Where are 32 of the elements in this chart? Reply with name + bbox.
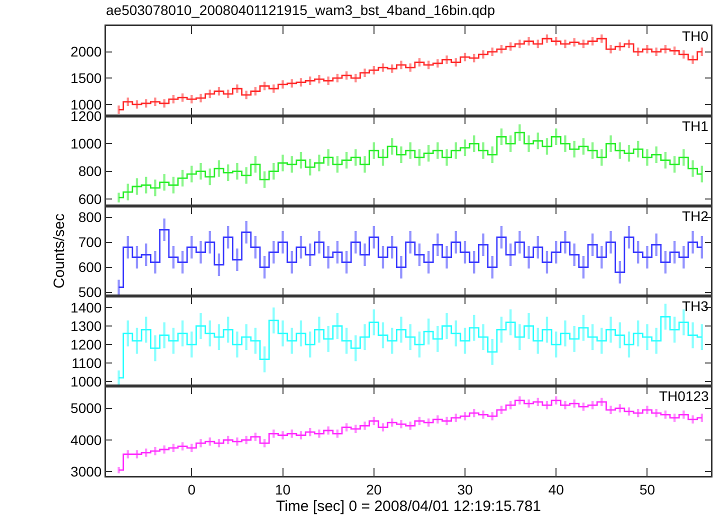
y-tick-label: 3000 bbox=[70, 464, 102, 480]
y-tick-label: 500 bbox=[78, 284, 102, 300]
y-tick-label: 1000 bbox=[70, 373, 102, 390]
y-tick-label: 700 bbox=[78, 234, 102, 250]
y-tick-label: 800 bbox=[78, 209, 102, 226]
y-tick-label: 1100 bbox=[72, 354, 102, 371]
y-tick-label: 1400 bbox=[70, 299, 102, 316]
x-tick-label: 10 bbox=[274, 481, 291, 498]
y-tick-label: 2000 bbox=[70, 44, 102, 60]
x-tick-label: 30 bbox=[457, 481, 473, 498]
chart-title: ae503078010_20080401121915_wam3_bst_4band_16bin.qdp bbox=[106, 2, 496, 18]
x-axis-title: Time [sec] 0 = 2008/04/01 12:19:15.781 bbox=[276, 498, 542, 516]
y-tick-label: 1300 bbox=[70, 318, 102, 334]
y-tick-label: 1000 bbox=[70, 96, 102, 112]
legend-label: TH0123 bbox=[659, 388, 710, 404]
legend-label: TH3 bbox=[682, 298, 709, 314]
y-tick-label: 800 bbox=[78, 163, 102, 180]
y-tick-label: 1000 bbox=[70, 136, 102, 152]
x-tick-label: 0 bbox=[188, 481, 196, 498]
y-tick-label: 600 bbox=[78, 190, 102, 207]
y-tick-label: 600 bbox=[78, 259, 102, 276]
legend-label: TH0 bbox=[682, 28, 709, 44]
y-axis-title: Counts/sec bbox=[50, 212, 68, 289]
series-label: TH2 bbox=[682, 208, 709, 224]
y-tick-label: 4000 bbox=[70, 432, 102, 448]
y-tick-label: 1200 bbox=[70, 336, 102, 352]
y-tick-label: 1500 bbox=[70, 70, 102, 86]
x-tick-label: 40 bbox=[548, 481, 564, 498]
series-label: TH1 bbox=[682, 118, 709, 134]
x-tick-label: 20 bbox=[366, 481, 382, 498]
x-tick-label: 50 bbox=[639, 481, 656, 498]
y-tick-label: 5000 bbox=[70, 400, 102, 416]
